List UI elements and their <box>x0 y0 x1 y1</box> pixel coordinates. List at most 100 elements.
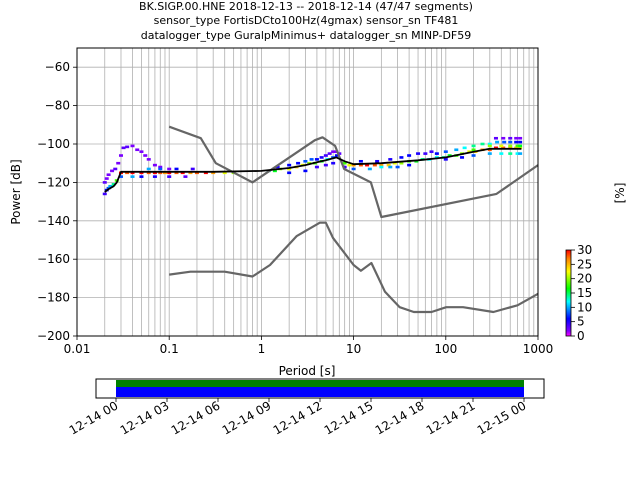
mode-median-line <box>104 147 522 193</box>
ppsd-cell <box>518 140 523 144</box>
ppsd-cell <box>493 136 498 140</box>
timeline-tick-label: 12-14 15 <box>322 398 376 437</box>
x-tick-label: 0.01 <box>64 342 91 356</box>
x-tick-label: 10 <box>346 342 361 356</box>
ppsd-cell <box>102 181 107 184</box>
ppsd-cell <box>314 165 319 169</box>
y-tick-label: −160 <box>37 252 70 266</box>
ppsd-cell <box>508 146 513 150</box>
ppsd-cell <box>429 150 434 153</box>
ppsd-cell <box>454 148 459 152</box>
ppsd-cell <box>388 165 393 169</box>
ppsd-cell <box>518 144 523 148</box>
ppsd-cell <box>480 142 485 146</box>
title-line-3: datalogger_type GuralpMinimus+ datalogge… <box>141 29 472 42</box>
y-tick-label: −100 <box>37 137 70 151</box>
ppsd-cell <box>495 140 500 144</box>
ppsd-cell <box>501 136 506 140</box>
ppsd-cell <box>358 159 363 163</box>
ppsd-cell <box>272 169 277 173</box>
ppsd-cell <box>113 167 118 171</box>
ppsd-cell <box>358 163 363 167</box>
plot-area: 0.01 0.1 1 10 100 1000 −200 −180 −160 −140 −120 −1… <box>9 47 554 378</box>
ppsd-cell <box>508 140 513 144</box>
ppsd-cell <box>211 171 216 175</box>
ppsd-cell <box>460 156 465 159</box>
ppsd-cell <box>158 171 163 175</box>
ppsd-cell <box>508 136 513 140</box>
x-tick-label: 0.1 <box>160 342 179 356</box>
ppsd-cell <box>518 146 523 150</box>
ppsd-cell <box>399 161 404 165</box>
ppsd-cell <box>307 161 312 165</box>
colorbar-tick-label: 10 <box>577 300 592 314</box>
ppsd-cell <box>367 167 372 171</box>
ppsd-cell <box>303 169 308 173</box>
low-noise-model-line <box>169 221 539 314</box>
ppsd-cell <box>275 165 280 169</box>
y-tick-label: −200 <box>37 329 70 343</box>
ppsd-cell <box>447 154 452 157</box>
ppsd-cell <box>471 154 476 157</box>
ppsd-cell <box>130 175 135 178</box>
ppsd-cell <box>180 171 185 175</box>
ppsd-cell <box>347 163 352 167</box>
ppsd-cell <box>110 169 115 173</box>
ppsd-cell <box>493 146 498 150</box>
timeline-tick-label: 12-14 03 <box>118 398 172 437</box>
ppsd-cell <box>319 156 324 159</box>
timeline-tick-label: 12-14 18 <box>373 398 427 437</box>
ppsd-cell <box>158 167 163 171</box>
ppsd-cell <box>334 154 339 157</box>
ppsd-cell <box>365 163 370 167</box>
ppsd-cell <box>508 152 513 155</box>
ppsd-cell <box>443 158 448 161</box>
ppsd-cell <box>462 146 467 150</box>
ppsd-cell <box>152 171 157 175</box>
ppsd-cell <box>158 165 163 169</box>
title-line-1: BK.SIGP.00.HNE 2018-12-13 -- 2018-12-14 … <box>139 0 473 13</box>
colorbar-tick-label: 30 <box>577 243 592 257</box>
ppsd-cell <box>487 144 492 148</box>
ppsd-cell <box>174 171 179 175</box>
ppsd-cell <box>287 163 292 167</box>
ppsd-cell <box>471 148 476 152</box>
ppsd-cell <box>190 167 195 171</box>
ppsd-cell <box>386 163 391 167</box>
ppsd-cell <box>501 146 506 150</box>
ppsd-cell <box>331 150 336 153</box>
ppsd-cell <box>287 167 292 171</box>
ppsd-cell <box>515 144 520 148</box>
ppsd-cell <box>514 136 519 140</box>
ppsd-cell <box>487 142 492 146</box>
ppsd-cell <box>337 152 342 155</box>
colorbar-tick-label: 0 <box>577 329 585 343</box>
ppsd-cell <box>130 171 135 175</box>
title-line-2: sensor_type FortisDCto100Hz(4gmax) senso… <box>154 14 459 27</box>
ppsd-cell <box>135 148 140 152</box>
ppsd-cell <box>152 163 157 167</box>
ppsd-cell <box>399 156 404 159</box>
ppsd-cell <box>194 171 199 175</box>
ppsd-cell <box>514 140 519 144</box>
ppsd-cell <box>139 175 144 178</box>
ppsd-cell <box>331 161 336 165</box>
ppsd-cell <box>203 171 208 175</box>
colorbar-tick-label: 25 <box>577 257 592 271</box>
timeline-tick-label: 12-14 00 <box>67 398 121 437</box>
ppsd-cell <box>146 171 151 175</box>
ppsd-cell <box>499 152 504 155</box>
ppsd-cell <box>342 161 347 165</box>
ppsd-cell <box>499 144 504 148</box>
ppsd-cell <box>174 167 179 171</box>
colorbar-gradient <box>565 249 572 337</box>
ppsd-cell <box>139 150 144 153</box>
ppsd-cell <box>351 167 356 171</box>
ppsd-cell <box>342 165 347 169</box>
coverage-bar-blue <box>116 387 524 397</box>
x-tick-label: 1000 <box>523 342 554 356</box>
y-tick-label: −140 <box>37 214 70 228</box>
ppsd-cell <box>146 167 151 171</box>
